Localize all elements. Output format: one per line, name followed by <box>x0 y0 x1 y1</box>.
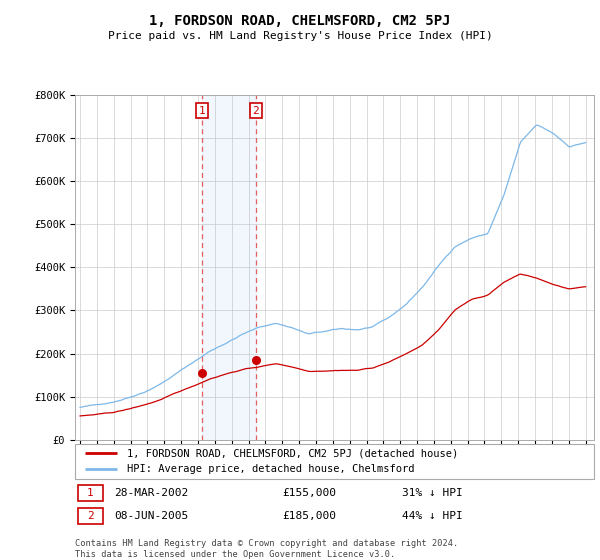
Text: 28-MAR-2002: 28-MAR-2002 <box>114 488 188 498</box>
Bar <box>202 95 256 440</box>
FancyBboxPatch shape <box>77 484 103 501</box>
Text: 1, FORDSON ROAD, CHELMSFORD, CM2 5PJ: 1, FORDSON ROAD, CHELMSFORD, CM2 5PJ <box>149 14 451 28</box>
Text: 08-JUN-2005: 08-JUN-2005 <box>114 511 188 521</box>
Text: 44% ↓ HPI: 44% ↓ HPI <box>402 511 463 521</box>
Text: £185,000: £185,000 <box>283 511 337 521</box>
FancyBboxPatch shape <box>77 507 103 524</box>
FancyBboxPatch shape <box>75 444 594 479</box>
Text: 1, FORDSON ROAD, CHELMSFORD, CM2 5PJ (detached house): 1, FORDSON ROAD, CHELMSFORD, CM2 5PJ (de… <box>127 449 458 459</box>
Text: 1: 1 <box>86 488 94 498</box>
Text: 31% ↓ HPI: 31% ↓ HPI <box>402 488 463 498</box>
Text: Price paid vs. HM Land Registry's House Price Index (HPI): Price paid vs. HM Land Registry's House … <box>107 31 493 41</box>
Text: 1: 1 <box>199 105 205 115</box>
Text: 2: 2 <box>86 511 94 521</box>
Text: HPI: Average price, detached house, Chelmsford: HPI: Average price, detached house, Chel… <box>127 464 415 474</box>
Text: This data is licensed under the Open Government Licence v3.0.: This data is licensed under the Open Gov… <box>75 550 395 559</box>
Text: £155,000: £155,000 <box>283 488 337 498</box>
Text: 2: 2 <box>253 105 259 115</box>
Text: Contains HM Land Registry data © Crown copyright and database right 2024.: Contains HM Land Registry data © Crown c… <box>75 539 458 548</box>
